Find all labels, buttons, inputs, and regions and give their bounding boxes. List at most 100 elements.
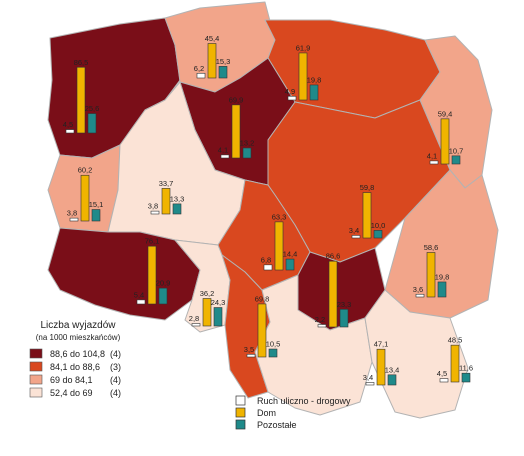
value-label-pomorskie-1: 6,2 — [194, 64, 204, 73]
bar-swietokrzyskie-2 — [328, 260, 338, 328]
value-label-lodzkie-1: 6,8 — [261, 255, 271, 264]
bar-group-kujawsko-pomorskie: 4,1 69,9 13,2 — [218, 95, 255, 159]
bar-group-wielkopolskie: 3,8 33,7 13,3 — [148, 179, 184, 215]
value-label-dolnoslaskie-2: 76,1 — [145, 237, 160, 246]
legend-title: Liczba wyjazdów — [40, 320, 116, 331]
value-label-swietokrzyskie-2: 86,6 — [326, 252, 341, 261]
bar-podkarpackie-3 — [461, 372, 471, 383]
value-label-mazowieckie-3: 10,0 — [371, 221, 386, 230]
value-label-swietokrzyskie-3: 23,3 — [337, 300, 352, 309]
bar-podkarpackie-1 — [439, 378, 449, 383]
legend-count-2: (3) — [110, 362, 121, 372]
bar-group-mazowieckie: 3,4 59,8 10,0 — [349, 183, 386, 239]
bar-dolnoslaskie-3 — [158, 287, 168, 305]
legend-series-swatch-1 — [235, 395, 246, 406]
bar-opolskie-3 — [213, 307, 223, 327]
bar-group-pomorskie: 6,2 45,4 15,3 — [194, 34, 231, 79]
legend-range-2: 84,1 do 88,6 — [50, 362, 100, 372]
bar-lodzkie-2 — [274, 221, 284, 271]
bar-podlaskie-3 — [451, 155, 461, 165]
value-label-pomorskie-3: 15,3 — [216, 57, 231, 66]
bar-group-lubelskie: 3,6 58,6 19,8 — [413, 243, 450, 298]
bar-group-slaskie: 3,5 69,8 10,5 — [244, 294, 280, 358]
value-label-malopolskie-3: 13,4 — [385, 365, 400, 374]
value-label-opolskie-1: 2,8 — [189, 314, 199, 323]
value-label-wielkopolskie-1: 3,8 — [148, 202, 158, 211]
value-label-lubelskie-2: 58,6 — [424, 243, 439, 252]
value-label-zachodniopomorskie-2: 86,5 — [74, 58, 89, 67]
value-label-dolnoslaskie-3: 20,9 — [156, 279, 171, 288]
value-label-malopolskie-2: 47,1 — [374, 340, 389, 349]
bar-zachodniopomorskie-3 — [87, 113, 97, 134]
bar-malopolskie-1 — [365, 382, 375, 386]
bar-lubuskie-3 — [91, 209, 101, 222]
value-label-warminsko-mazurskie-2: 61,9 — [296, 43, 311, 52]
bar-wielkopolskie-2 — [161, 188, 171, 215]
value-label-pomorskie-2: 45,4 — [205, 34, 220, 43]
legend-range-1: 88,6 do 104,8 — [50, 349, 105, 359]
value-label-zachodniopomorskie-3: 25,6 — [85, 104, 100, 113]
bar-group-warminsko-mazurskie: 4,9 61,9 19,8 — [285, 43, 322, 101]
legend-count-1: (4) — [110, 349, 121, 359]
bar-swietokrzyskie-1 — [317, 324, 327, 328]
bar-zachodniopomorskie-2 — [76, 66, 86, 134]
value-label-lubuskie-3: 15,1 — [89, 200, 104, 209]
bar-group-podlaskie: 4,1 59,4 10,7 — [427, 109, 464, 165]
bar-mazowieckie-2 — [362, 192, 372, 239]
bar-dolnoslaskie-2 — [147, 245, 157, 305]
legend-range-3: 69 do 84,1 — [50, 375, 93, 385]
value-label-kujawsko-pomorskie-1: 4,1 — [218, 145, 228, 154]
value-label-mazowieckie-2: 59,8 — [360, 183, 375, 192]
value-label-podlaskie-2: 59,4 — [438, 109, 453, 118]
bar-lubuskie-1 — [69, 217, 79, 222]
value-label-warminsko-mazurskie-1: 4,9 — [285, 87, 295, 96]
bar-opolskie-2 — [202, 298, 212, 327]
bar-group-opolskie: 2,8 36,224,3 — [189, 289, 226, 327]
bar-pomorskie-2 — [207, 43, 217, 79]
bar-slaskie-2 — [257, 303, 267, 358]
bar-group-lodzkie: 6,8 63,3 14,4 — [261, 212, 297, 271]
legend-series-label-2: Dom — [257, 408, 276, 418]
value-label-lubuskie-2: 60,2 — [78, 166, 93, 175]
bar-malopolskie-2 — [376, 348, 386, 386]
legend-swatch-class-1 — [29, 348, 43, 359]
region-malopolskie — [254, 274, 373, 416]
bar-podkarpackie-2 — [450, 344, 460, 383]
bar-kujawsko-pomorskie-3 — [242, 147, 252, 159]
value-label-slaskie-2: 69,8 — [255, 294, 270, 303]
bar-group-swietokrzyskie: 2,2 86,6 23,3 — [315, 252, 352, 328]
bar-malopolskie-3 — [387, 374, 397, 386]
value-label-opolskie-3: 24,3 — [211, 298, 226, 307]
value-label-kujawsko-pomorskie-3: 13,2 — [240, 138, 255, 147]
value-label-podlaskie-3: 10,7 — [449, 146, 464, 155]
value-label-lubelskie-1: 3,6 — [413, 285, 423, 294]
bar-mazowieckie-3 — [373, 230, 383, 239]
bar-podlaskie-2 — [440, 118, 450, 165]
legend-swatch-class-3 — [29, 374, 43, 385]
bar-group-podkarpackie: 4,5 48,5 11,6 — [437, 336, 473, 383]
legend-swatch-class-2 — [29, 361, 43, 372]
bar-group-malopolskie: 3,4 47,1 13,4 — [363, 340, 400, 386]
value-label-lodzkie-2: 63,3 — [272, 212, 287, 221]
value-label-warminsko-mazurskie-3: 19,8 — [307, 75, 322, 84]
value-label-slaskie-1: 3,5 — [244, 345, 254, 354]
bar-lubuskie-2 — [80, 174, 90, 222]
bar-pomorskie-1 — [196, 72, 206, 79]
region-lubelskie — [384, 169, 499, 319]
bar-slaskie-3 — [268, 348, 278, 358]
value-label-zachodniopomorskie-1: 4,5 — [63, 120, 73, 129]
legend-count-3: (4) — [110, 375, 121, 385]
value-label-lubelskie-3: 19,8 — [435, 272, 450, 281]
value-label-podkarpackie-1: 4,5 — [437, 369, 447, 378]
value-label-lubuskie-1: 3,8 — [67, 209, 77, 218]
value-label-opolskie-2: 36,2 — [200, 289, 215, 298]
bar-opolskie-1 — [191, 323, 201, 327]
bar-lubelskie-1 — [415, 293, 425, 298]
value-label-mazowieckie-1: 3,4 — [349, 226, 359, 235]
value-label-kujawsko-pomorskie-2: 69,9 — [229, 95, 244, 104]
value-label-dolnoslaskie-1: 5,4 — [134, 290, 144, 299]
bar-warminsko-mazurskie-3 — [309, 84, 319, 101]
bar-warminsko-mazurskie-1 — [287, 95, 297, 101]
